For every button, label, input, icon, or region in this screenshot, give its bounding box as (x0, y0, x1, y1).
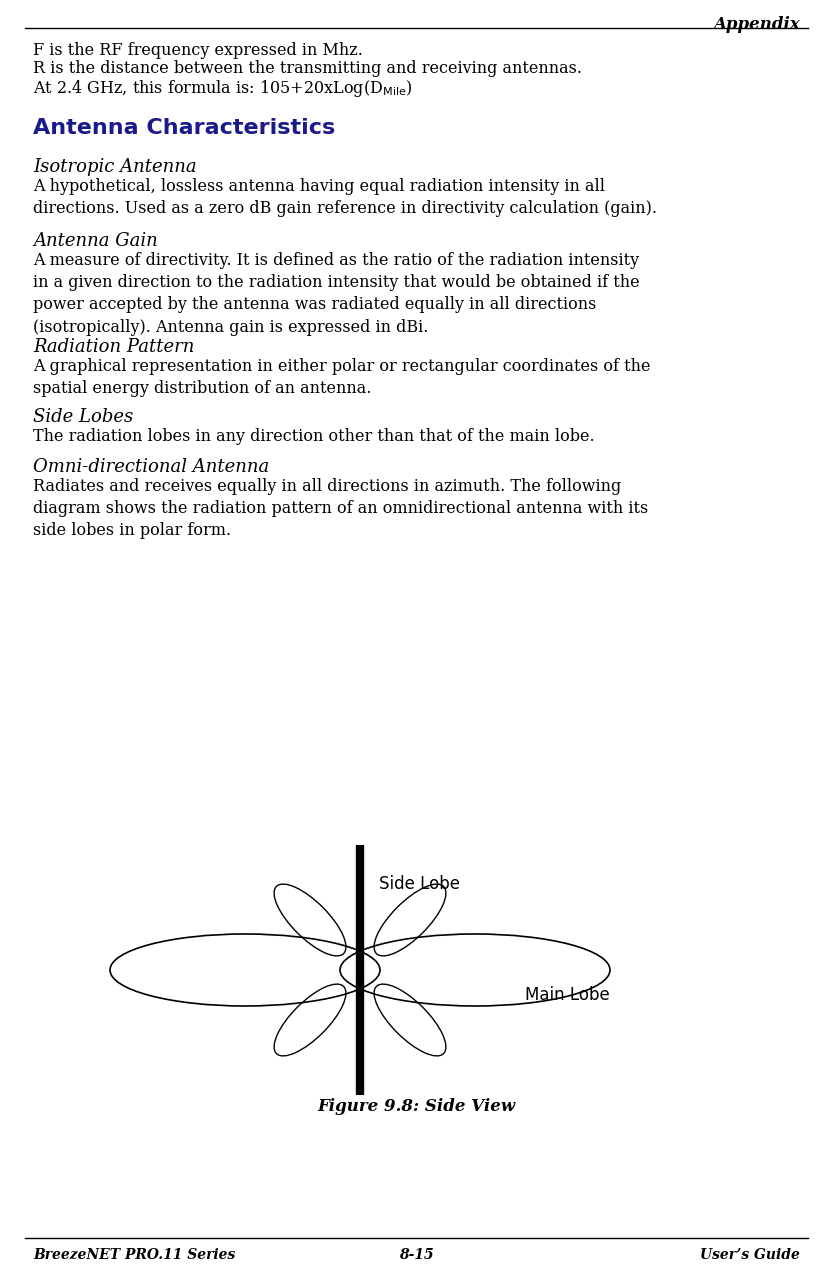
Text: Radiation Pattern: Radiation Pattern (33, 338, 194, 357)
Text: The radiation lobes in any direction other than that of the main lobe.: The radiation lobes in any direction oth… (33, 428, 595, 445)
Text: Main Lobe: Main Lobe (525, 986, 610, 1004)
Text: Side Lobes: Side Lobes (33, 409, 133, 426)
Text: Figure 9.8: Side View: Figure 9.8: Side View (317, 1098, 515, 1115)
Text: Radiates and receives equally in all directions in azimuth. The following
diagra: Radiates and receives equally in all dir… (33, 478, 648, 539)
Text: Isotropic Antenna: Isotropic Antenna (33, 159, 197, 176)
Text: Antenna Characteristics: Antenna Characteristics (33, 118, 335, 138)
Text: F is the RF frequency expressed in Mhz.: F is the RF frequency expressed in Mhz. (33, 42, 363, 58)
Text: R is the distance between the transmitting and receiving antennas.: R is the distance between the transmitti… (33, 60, 582, 77)
Text: A hypothetical, lossless antenna having equal radiation intensity in all
directi: A hypothetical, lossless antenna having … (33, 178, 657, 217)
Text: A measure of directivity. It is defined as the ratio of the radiation intensity
: A measure of directivity. It is defined … (33, 253, 640, 335)
Text: 8-15: 8-15 (399, 1247, 433, 1261)
Text: User’s Guide: User’s Guide (700, 1247, 800, 1261)
Text: At 2.4 GHz, this formula is: 105+20xLog(D$_{\mathrm{Mile}}$): At 2.4 GHz, this formula is: 105+20xLog(… (33, 77, 412, 99)
Text: Appendix: Appendix (713, 16, 800, 33)
Text: A graphical representation in either polar or rectangular coordinates of the
spa: A graphical representation in either pol… (33, 358, 651, 397)
Text: BreezeNET PRO.11 Series: BreezeNET PRO.11 Series (33, 1247, 235, 1261)
Text: Antenna Gain: Antenna Gain (33, 232, 157, 250)
Text: Side Lobe: Side Lobe (380, 876, 461, 893)
Text: Omni-directional Antenna: Omni-directional Antenna (33, 458, 269, 476)
